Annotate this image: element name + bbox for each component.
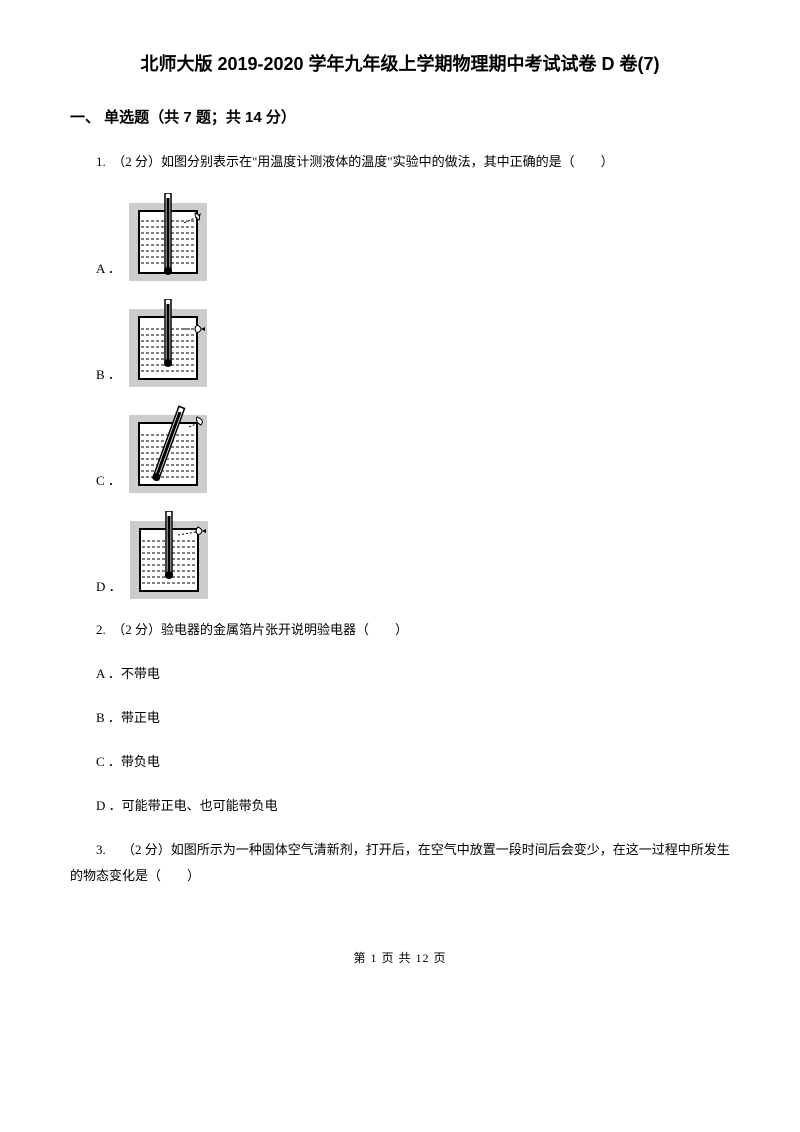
q3-stem: 3. （2 分）如图所示为一种固体空气清新剂，打开后，在空气中放置一段时间后会变… — [70, 837, 730, 889]
q1-stem: 1. （2 分）如图分别表示在"用温度计测液体的温度"实验中的做法，其中正确的是… — [70, 149, 730, 175]
q2-option-c: C ．带负电 — [96, 749, 730, 775]
q2-option-a: A ．不带电 — [96, 661, 730, 687]
beaker-figure-b — [129, 299, 207, 387]
q1-option-a: A ． — [96, 193, 730, 281]
q1-opt-b-label: B ． — [96, 364, 121, 387]
q1-opt-d-label: D ． — [96, 576, 122, 599]
beaker-figure-d — [130, 511, 208, 599]
beaker-figure-c — [129, 405, 207, 493]
beaker-figure-a — [129, 193, 207, 281]
q2-option-d: D ．可能带正电、也可能带负电 — [96, 793, 730, 819]
q1-opt-a-label: A ． — [96, 258, 121, 281]
section-1-header: 一、 单选题（共 7 题；共 14 分） — [70, 106, 730, 127]
q2-option-b: B ．带正电 — [96, 705, 730, 731]
q1-opt-c-label: C ． — [96, 470, 121, 493]
q2-stem: 2. （2 分）验电器的金属箔片张开说明验电器（ ） — [70, 617, 730, 643]
q1-option-d: D ． — [96, 511, 730, 599]
doc-title: 北师大版 2019-2020 学年九年级上学期物理期中考试试卷 D 卷(7) — [70, 50, 730, 76]
q1-option-b: B ． — [96, 299, 730, 387]
page-footer: 第 1 页 共 12 页 — [70, 949, 730, 966]
q1-option-c: C ． — [96, 405, 730, 493]
page-container: 北师大版 2019-2020 学年九年级上学期物理期中考试试卷 D 卷(7) 一… — [0, 0, 800, 996]
